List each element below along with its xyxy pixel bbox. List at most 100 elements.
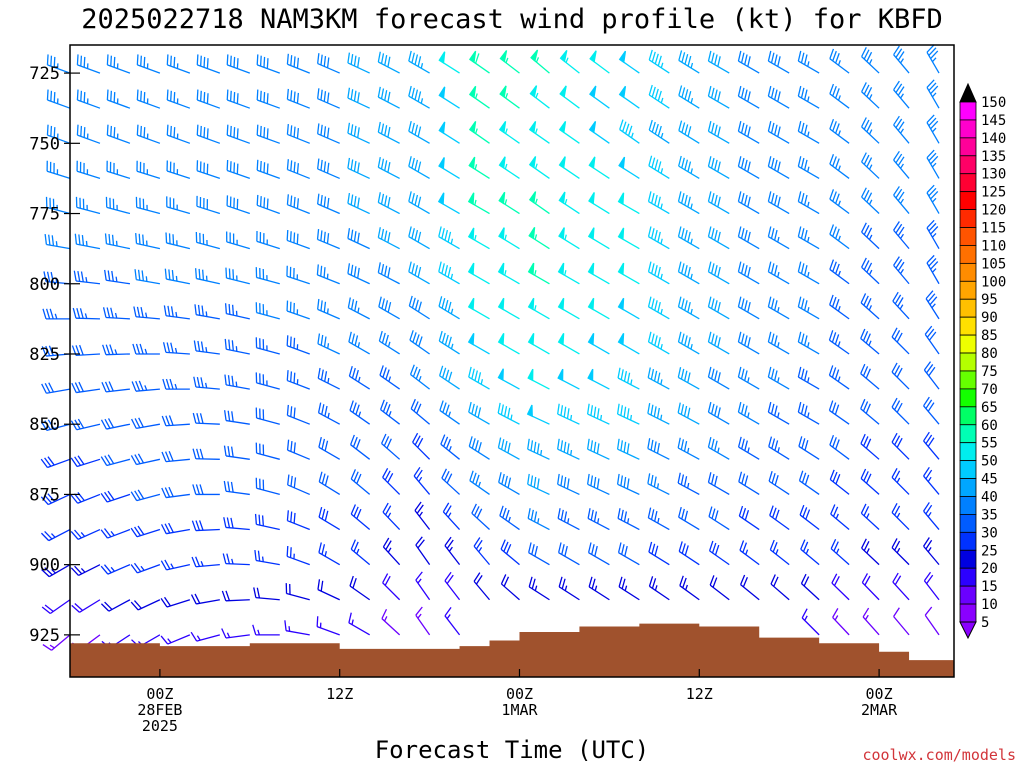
- wind-barb: [559, 49, 580, 74]
- barb-shaft: [708, 200, 730, 215]
- wind-barb: [74, 233, 101, 250]
- wind-barb: [530, 49, 550, 74]
- barb-flag: [505, 509, 510, 521]
- barb-flag: [318, 471, 323, 482]
- barb-shaft: [75, 317, 100, 320]
- barb-flag: [320, 159, 323, 171]
- barb-flag: [797, 191, 802, 202]
- barb-flag: [596, 408, 600, 419]
- barb-flag: [353, 506, 359, 517]
- barb-shaft: [587, 483, 610, 496]
- barb-flag: [536, 443, 540, 454]
- barb-half-flag: [868, 305, 873, 311]
- barb-half-flag: [624, 585, 628, 591]
- barb-flag: [113, 91, 116, 103]
- barb-shaft: [860, 373, 880, 390]
- colorbar-swatch: [959, 334, 977, 354]
- barb-half-flag: [447, 512, 452, 518]
- colorbar-label: 65: [981, 400, 998, 416]
- barb-shaft: [861, 547, 880, 566]
- barb-flag: [168, 522, 174, 533]
- barb-shaft: [768, 130, 790, 144]
- barb-half-flag: [200, 561, 204, 567]
- barb-flag: [503, 576, 510, 587]
- barb-flag: [768, 471, 773, 482]
- barb-half-flag: [630, 414, 633, 421]
- barb-shaft: [768, 341, 790, 355]
- wind-barb: [830, 538, 850, 566]
- barb-flag: [475, 575, 483, 585]
- barb-flag: [893, 607, 900, 617]
- barb-flag: [347, 192, 351, 204]
- barb-half-flag: [837, 60, 841, 66]
- barb-shaft: [350, 548, 371, 566]
- barb-shaft: [708, 271, 730, 285]
- barb-flag: [413, 466, 421, 477]
- barb-shaft: [347, 237, 370, 250]
- barb-flag: [350, 264, 354, 276]
- barb-flag: [861, 187, 867, 198]
- barb-flag: [616, 473, 620, 485]
- barb-flag: [714, 335, 718, 346]
- barb-shaft: [76, 243, 101, 250]
- barb-flag: [324, 371, 328, 382]
- wind-barb: [678, 541, 700, 566]
- wind-barb: [42, 308, 70, 320]
- barb-shaft: [78, 564, 101, 576]
- barb-shaft: [196, 205, 221, 215]
- barb-pennant: [557, 262, 565, 276]
- barb-flag: [76, 308, 81, 319]
- wind-barb: [347, 52, 370, 74]
- barb-flag: [831, 402, 837, 413]
- wind-barb: [46, 160, 71, 180]
- barb-flag: [382, 367, 387, 378]
- barb-flag: [893, 256, 900, 266]
- wind-barb: [707, 366, 730, 390]
- barb-flag: [384, 265, 388, 277]
- barb-flag: [236, 128, 239, 139]
- barb-flag: [70, 567, 79, 576]
- barb-shaft: [137, 134, 161, 144]
- barb-shaft: [926, 157, 940, 179]
- wind-barb: [256, 54, 280, 74]
- wind-barb: [440, 434, 460, 460]
- barb-shaft: [798, 306, 820, 320]
- barb-half-flag: [837, 305, 841, 312]
- barb-flag: [891, 432, 898, 443]
- barb-shaft: [528, 552, 550, 566]
- barb-shaft: [768, 306, 790, 320]
- barb-pennant: [438, 157, 445, 170]
- colorbar-label: 75: [981, 364, 998, 380]
- wind-barb: [382, 537, 401, 566]
- barb-flag: [353, 90, 357, 102]
- barb-shaft: [708, 446, 730, 460]
- wind-barb: [468, 436, 490, 460]
- barb-flag: [408, 191, 412, 202]
- barb-flag: [653, 476, 657, 487]
- wind-barb: [679, 575, 700, 601]
- barb-flag: [412, 366, 418, 377]
- barb-flag: [350, 504, 357, 515]
- wind-barb: [102, 307, 130, 320]
- barb-flag: [170, 306, 174, 317]
- barb-flag: [46, 89, 49, 101]
- barb-flag: [744, 159, 748, 171]
- barb-flag: [770, 574, 776, 585]
- barb-flag: [350, 124, 354, 135]
- wind-barb: [617, 508, 640, 531]
- barb-flag: [286, 159, 289, 170]
- y-tick-label: 825: [29, 345, 60, 365]
- wind-barb: [160, 522, 190, 535]
- wind-barb: [860, 433, 880, 460]
- barb-flag: [378, 296, 382, 308]
- barb-half-flag: [80, 532, 86, 537]
- barb-flag: [134, 526, 141, 537]
- barb-flag: [293, 477, 297, 488]
- barb-shaft: [412, 441, 431, 460]
- barb-flag: [683, 370, 688, 382]
- barb-flag: [226, 89, 229, 101]
- wind-barb: [73, 270, 101, 285]
- barb-flag: [797, 331, 802, 343]
- wind-barb: [193, 340, 220, 355]
- wind-barb: [678, 50, 700, 74]
